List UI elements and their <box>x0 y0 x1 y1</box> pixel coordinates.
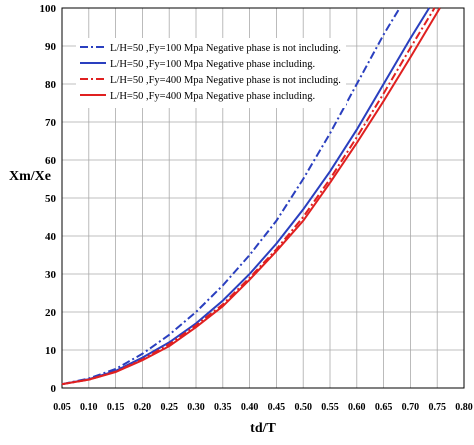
x-tick-label: 0.50 <box>294 402 312 413</box>
series-line <box>61 7 431 386</box>
x-tick-label: 0.80 <box>455 402 473 413</box>
y-tick-label: 0 <box>51 383 57 395</box>
x-tick-label: 0.45 <box>268 402 286 413</box>
y-tick-label: 70 <box>45 117 57 129</box>
y-tick-label: 40 <box>45 231 57 243</box>
legend-box <box>76 38 346 108</box>
legend-label: L/H=50 ,Fy=400 Mpa Negative phase is not… <box>110 75 341 86</box>
x-tick-label: 0.40 <box>241 402 259 413</box>
x-tick-label: 0.35 <box>214 402 232 413</box>
plot-frame <box>61 7 465 389</box>
legend-label: L/H=50 ,Fy=400 Mpa Negative phase includ… <box>110 91 315 102</box>
x-tick-label: 0.25 <box>160 402 178 413</box>
y-tick-label: 90 <box>45 41 57 53</box>
x-tick-label: 0.60 <box>348 402 366 413</box>
x-tick-label: 0.05 <box>53 402 71 413</box>
x-tick-label: 0.20 <box>134 402 152 413</box>
y-tick-label: 60 <box>45 155 57 167</box>
series-line <box>61 7 401 386</box>
y-tick-label: 20 <box>45 307 57 319</box>
y-tick-label: 30 <box>45 269 57 281</box>
x-tick-label: 0.70 <box>402 402 420 413</box>
y-axis-label: Xm/Xe <box>9 169 51 184</box>
series-line <box>61 7 441 386</box>
legend-label: L/H=50 ,Fy=100 Mpa Negative phase includ… <box>110 59 315 70</box>
x-tick-label: 0.75 <box>428 402 446 413</box>
x-tick-label: 0.10 <box>80 402 98 413</box>
x-tick-label: 0.15 <box>107 402 125 413</box>
y-tick-label: 100 <box>40 3 57 15</box>
y-tick-label: 80 <box>45 79 57 91</box>
x-axis-label: td/T <box>250 421 276 436</box>
y-tick-label: 10 <box>45 345 57 357</box>
x-tick-label: 0.30 <box>187 402 205 413</box>
x-tick-label: 0.55 <box>321 402 339 413</box>
x-tick-label: 0.65 <box>375 402 393 413</box>
legend: L/H=50 ,Fy=100 Mpa Negative phase is not… <box>76 38 346 108</box>
legend-label: L/H=50 ,Fy=100 Mpa Negative phase is not… <box>110 43 341 54</box>
y-tick-label: 50 <box>45 193 57 205</box>
